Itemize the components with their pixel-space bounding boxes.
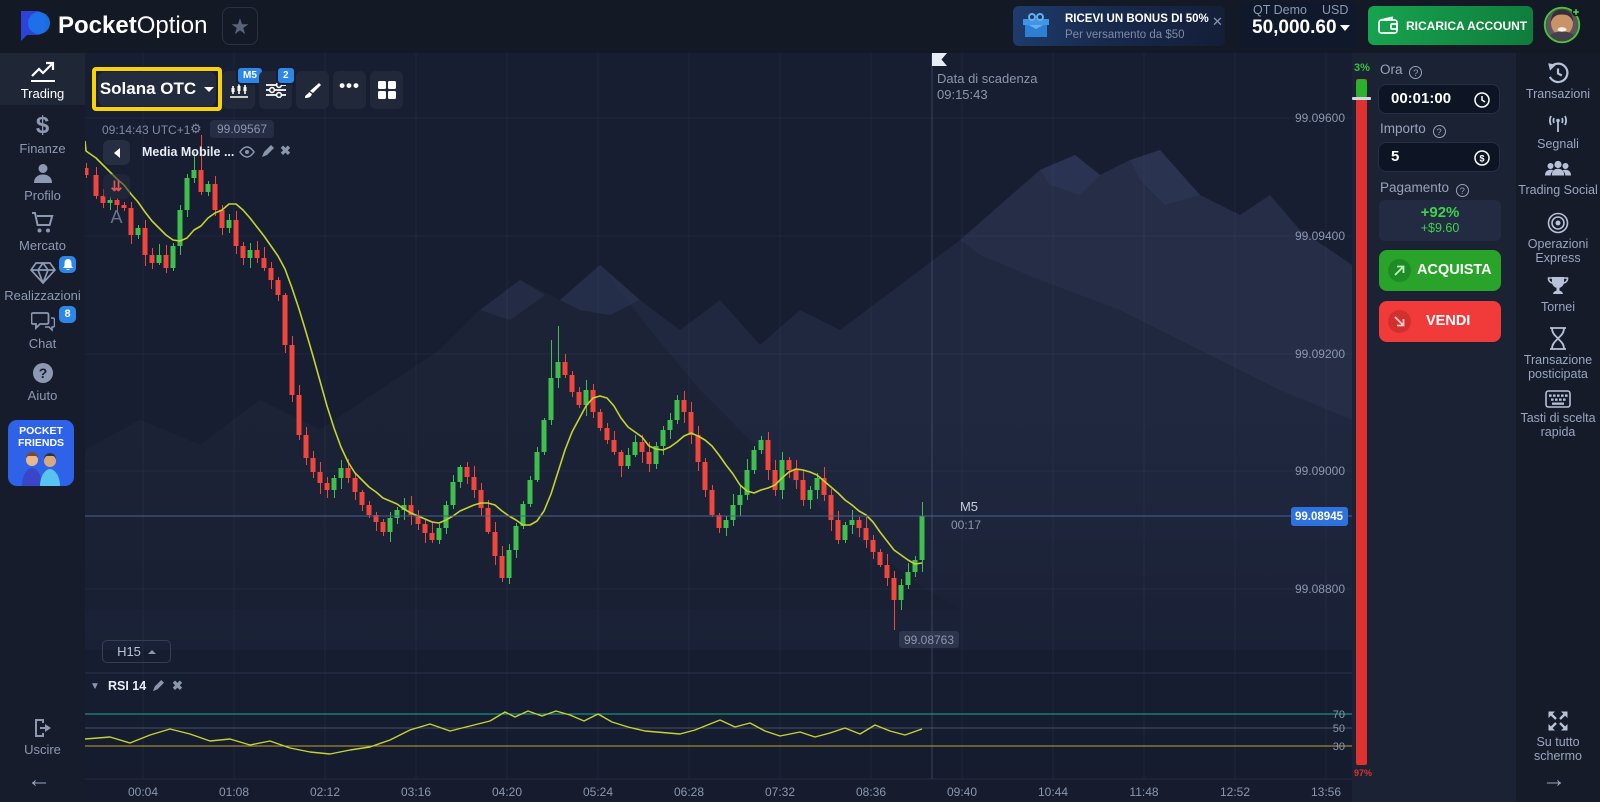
svg-text:03:16: 03:16 bbox=[401, 785, 431, 799]
svg-text:30: 30 bbox=[1333, 741, 1345, 753]
svg-text:99.08763: 99.08763 bbox=[904, 633, 954, 647]
svg-text:09:40: 09:40 bbox=[947, 785, 977, 799]
svg-text:12:52: 12:52 bbox=[1220, 785, 1250, 799]
svg-text:99.08800: 99.08800 bbox=[1295, 582, 1345, 596]
svg-text:11:48: 11:48 bbox=[1129, 785, 1158, 799]
svg-text:99.09200: 99.09200 bbox=[1295, 347, 1345, 361]
svg-text:50: 50 bbox=[1333, 723, 1345, 735]
svg-text:04:20: 04:20 bbox=[492, 785, 522, 799]
svg-text:99.09600: 99.09600 bbox=[1295, 111, 1345, 125]
svg-text:M5: M5 bbox=[960, 499, 978, 514]
svg-text:09:15:43: 09:15:43 bbox=[937, 87, 988, 102]
svg-text:05:24: 05:24 bbox=[583, 785, 613, 799]
svg-text:00:04: 00:04 bbox=[128, 785, 158, 799]
svg-text:?: ? bbox=[38, 365, 47, 381]
svg-text:10:44: 10:44 bbox=[1038, 785, 1068, 799]
svg-text:00:17: 00:17 bbox=[951, 518, 981, 532]
svg-text:99.09400: 99.09400 bbox=[1295, 229, 1345, 243]
svg-text:$: $ bbox=[1479, 154, 1484, 164]
svg-text:08:36: 08:36 bbox=[856, 785, 886, 799]
svg-text:13:56: 13:56 bbox=[1311, 785, 1341, 799]
svg-text:70: 70 bbox=[1333, 709, 1345, 721]
svg-text:99.09000: 99.09000 bbox=[1295, 464, 1345, 478]
svg-text:01:08: 01:08 bbox=[219, 785, 249, 799]
svg-text:07:32: 07:32 bbox=[765, 785, 795, 799]
svg-text:06:28: 06:28 bbox=[674, 785, 704, 799]
svg-text:Data di scadenza: Data di scadenza bbox=[937, 71, 1038, 86]
svg-text:99.08945: 99.08945 bbox=[1295, 511, 1344, 523]
svg-text:02:12: 02:12 bbox=[310, 785, 340, 799]
